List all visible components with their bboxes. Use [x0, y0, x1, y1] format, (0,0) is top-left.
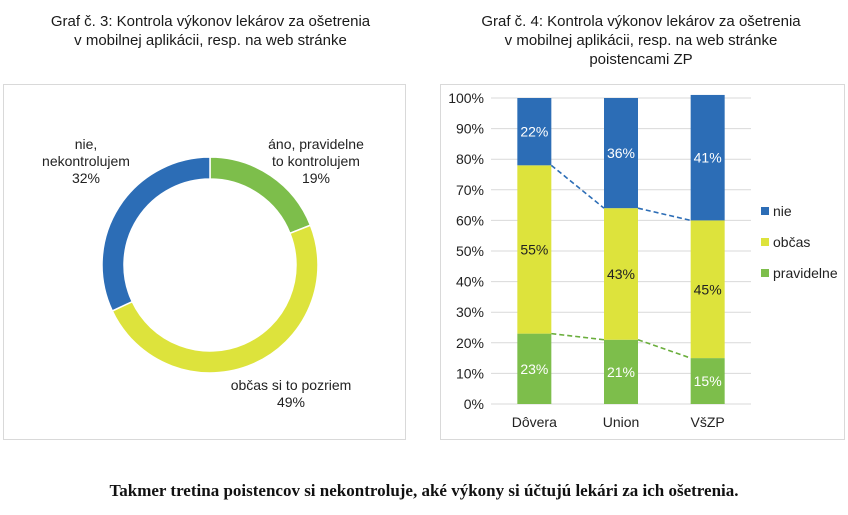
donut-value-label: 49%: [277, 394, 305, 410]
bar-segment-dovera-pravidelne: [517, 333, 552, 404]
bar-segment-union-pravidelne: [604, 339, 638, 404]
series-line-obcas: [637, 207, 691, 222]
y-tick-label: 0%: [464, 396, 484, 412]
y-tick-label: 70%: [456, 182, 484, 198]
donut-category-label-line: nekontrolujem: [42, 153, 130, 169]
donut-value-label: 32%: [72, 170, 100, 186]
chart-caption: Takmer tretina poistencov si nekontroluj…: [109, 481, 739, 500]
legend-swatch-obcas: [761, 238, 769, 246]
x-tick-label-union: Union: [603, 414, 640, 430]
y-tick-label: 40%: [456, 274, 484, 290]
bar-value-label-dovera-nie: 22%: [520, 124, 548, 140]
y-tick-label: 90%: [456, 121, 484, 137]
series-line-pravidelne: [551, 332, 605, 341]
donut-chart: áno, pravidelne to kontrolujem 19% občas si…: [42, 136, 364, 410]
donut-label-ano-pravidelne-to-kontrolujem: áno, pravidelne to kontrolujem 19%: [268, 136, 364, 186]
stacked-bar-chart: 0% 10% 20% 30% 40% 50% 60% 70% 80% 90% 100% 23% 55% 2…: [448, 90, 838, 430]
bar-segment-vszp-obcas: [690, 220, 725, 359]
y-tick-label: 30%: [456, 304, 484, 320]
bar-segment-union-nie: [604, 98, 638, 209]
bar-segment-vszp-nie: [690, 94, 725, 221]
donut-category-label-line: to kontrolujem: [272, 153, 360, 169]
donut-category-label-line: občas si to pozriem: [231, 377, 352, 393]
bar-value-label-union-pravidelne: 21%: [607, 364, 635, 380]
x-tick-label-dovera: Dôvera: [512, 414, 557, 430]
y-tick-label: 100%: [448, 90, 484, 106]
bar-segment-union-obcas: [604, 208, 638, 340]
donut-value-label: 19%: [302, 170, 330, 186]
bar-value-label-union-obcas: 43%: [607, 266, 635, 282]
bar-chart-title-line-1: Graf č. 4: Kontrola výkonov lekárov za o…: [481, 13, 801, 30]
legend-label-nie: nie: [773, 203, 792, 219]
donut-slice-obcas-si-to-pozriem: [111, 224, 319, 374]
y-tick-label: 80%: [456, 151, 484, 167]
bar-chart-panel: 0% 10% 20% 30% 40% 50% 60% 70% 80% 90% 100% 23% 55% 2…: [440, 84, 845, 440]
donut-slice-nie-nekontrolujem: [101, 156, 211, 312]
donut-label-obcas-si-to-pozriem: občas si to pozriem 49%: [231, 377, 352, 410]
bar-segment-dovera-nie: [517, 98, 552, 166]
bar-value-label-vszp-nie: 41%: [694, 150, 722, 166]
legend-label-pravidelne: pravidelne: [773, 265, 838, 281]
donut-chart-title-line-2: v mobilnej aplikácii, resp. na web strán…: [74, 32, 347, 49]
bar-value-label-dovera-obcas: 55%: [520, 241, 548, 257]
bar-value-label-dovera-pravidelne: 23%: [520, 361, 548, 377]
bar-value-label-union-nie: 36%: [607, 145, 635, 161]
legend-swatch-pravidelne: [761, 269, 769, 277]
y-tick-label: 50%: [456, 243, 484, 259]
donut-category-label-line: áno, pravidelne: [268, 136, 364, 152]
bar-chart-title: Graf č. 4: Kontrola výkonov lekárov za o…: [446, 12, 836, 69]
series-line-obcas: [550, 164, 605, 209]
bar-chart-title-line-2: v mobilnej aplikácii, resp. na web strán…: [504, 32, 778, 49]
series-line-pravidelne: [637, 338, 691, 359]
bar-segment-dovera-obcas: [517, 165, 552, 334]
y-tick-label: 10%: [456, 365, 484, 381]
donut-chart-title-line-1: Graf č. 3: Kontrola výkonov lekárov za o…: [50, 13, 371, 30]
donut-chart-panel: áno, pravidelne to kontrolujem 19% občas si…: [3, 84, 406, 440]
x-tick-label-vszp: VšZP: [691, 414, 725, 430]
donut-label-nie-nekontrolujem: nie, nekontrolujem 32%: [42, 136, 130, 186]
bar-value-label-vszp-obcas: 45%: [694, 281, 722, 297]
donut-chart-title: Graf č. 3: Kontrola výkonov lekárov za o…: [18, 12, 403, 50]
bar-value-label-vszp-pravidelne: 15%: [694, 373, 722, 389]
bar-segment-vszp-pravidelne: [690, 358, 725, 404]
donut-category-label-line: nie,: [75, 136, 98, 152]
legend-swatch-nie: [761, 207, 769, 215]
legend-label-obcas: občas: [773, 234, 810, 250]
y-tick-label: 60%: [456, 212, 484, 228]
bar-chart-title-line-3: poistencami ZP: [589, 51, 693, 68]
y-tick-label: 20%: [456, 335, 484, 351]
